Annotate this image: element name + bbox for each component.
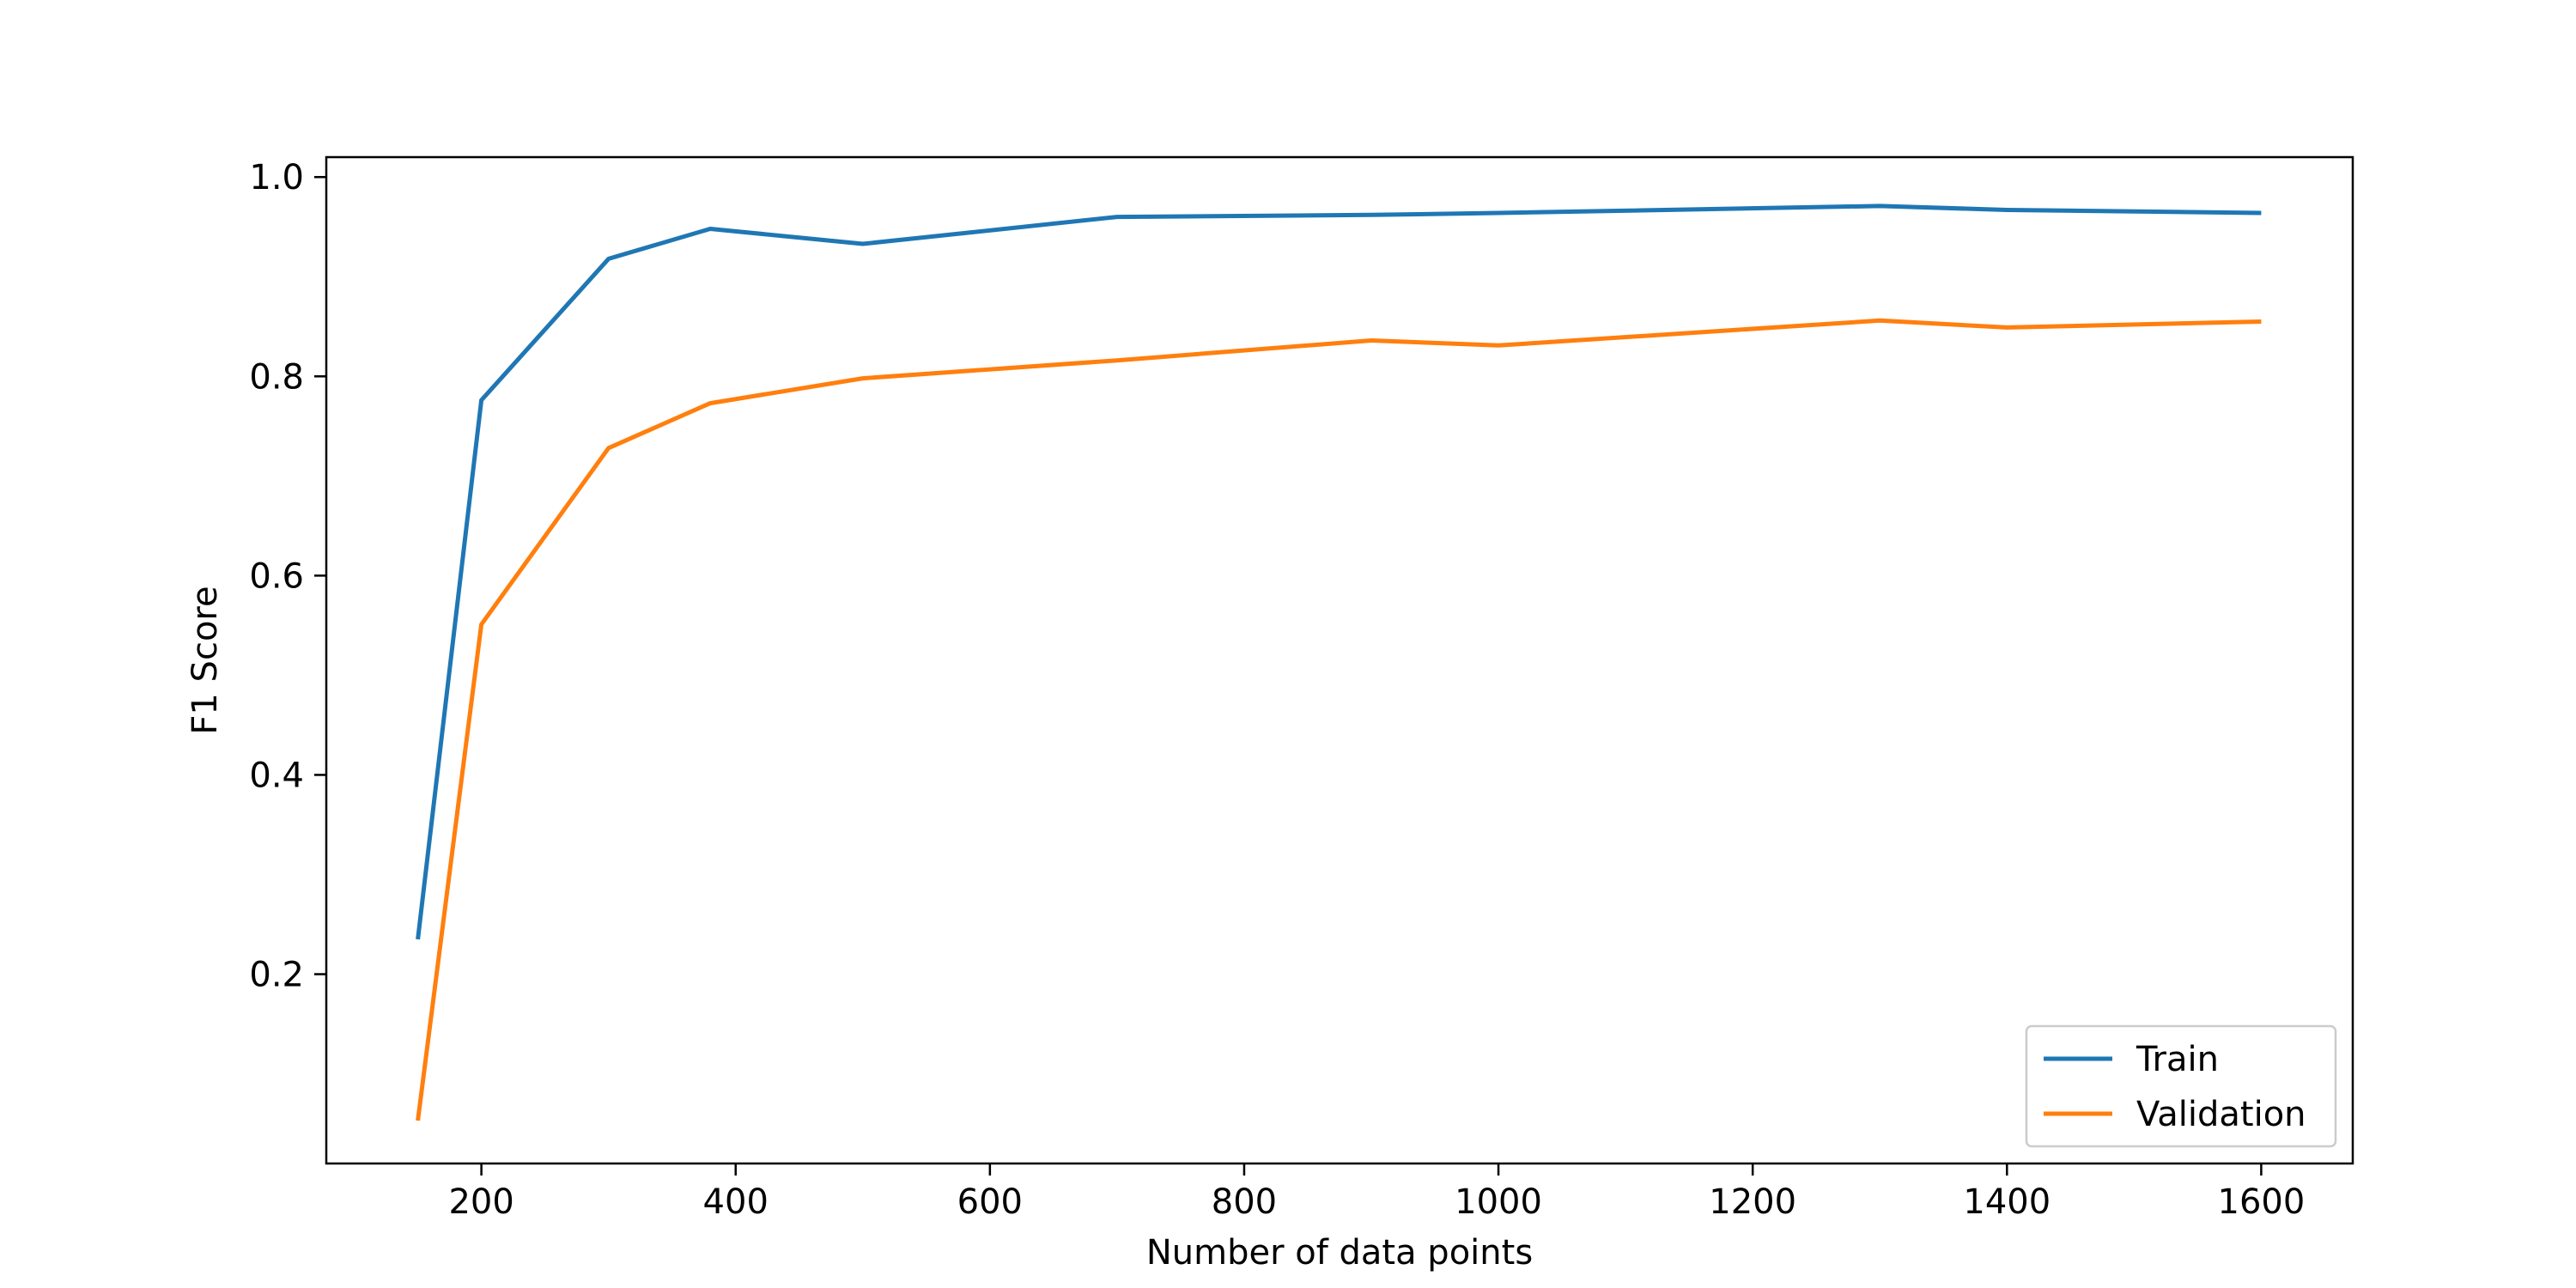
x-tick-label: 600 xyxy=(957,1182,1023,1222)
x-tick-label: 1400 xyxy=(1963,1182,2050,1222)
x-axis-label: Number of data points xyxy=(1146,1233,1533,1273)
series-line-train xyxy=(416,204,2262,940)
y-tick-label: 0.8 xyxy=(249,357,304,397)
legend-box xyxy=(2025,1024,2337,1148)
series-line-validation xyxy=(416,318,2262,1121)
legend-label-train: Train xyxy=(2136,1040,2219,1079)
x-tick-label: 1200 xyxy=(1709,1182,1796,1222)
y-tick-label: 1.0 xyxy=(249,158,304,197)
y-tick-label: 0.4 xyxy=(249,756,304,795)
x-tick-label: 1000 xyxy=(1455,1182,1542,1222)
plot-area xyxy=(416,204,2262,1121)
legend: Train Validation xyxy=(2025,1024,2337,1148)
x-tick-label: 400 xyxy=(703,1182,769,1222)
x-tick-label: 1600 xyxy=(2218,1182,2306,1222)
axes-frame xyxy=(325,155,2354,1165)
x-tick-label: 800 xyxy=(1212,1182,1277,1222)
y-tick-label: 0.2 xyxy=(249,956,304,995)
y-axis-label: F1 Score xyxy=(185,586,225,734)
x-axis-ticks: 200 400 600 800 1000 1200 1400 1600 xyxy=(448,1163,2305,1222)
legend-label-validation: Validation xyxy=(2136,1095,2306,1134)
y-axis-ticks: 0.2 0.4 0.6 0.8 1.0 xyxy=(249,158,326,995)
x-tick-label: 200 xyxy=(448,1182,513,1222)
y-tick-label: 0.6 xyxy=(249,556,304,596)
